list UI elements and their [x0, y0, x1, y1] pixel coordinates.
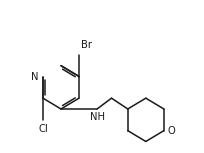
Text: Br: Br	[80, 40, 91, 50]
Text: O: O	[166, 126, 174, 136]
Text: NH: NH	[90, 112, 105, 122]
Text: Cl: Cl	[38, 124, 48, 134]
Text: N: N	[31, 71, 38, 82]
